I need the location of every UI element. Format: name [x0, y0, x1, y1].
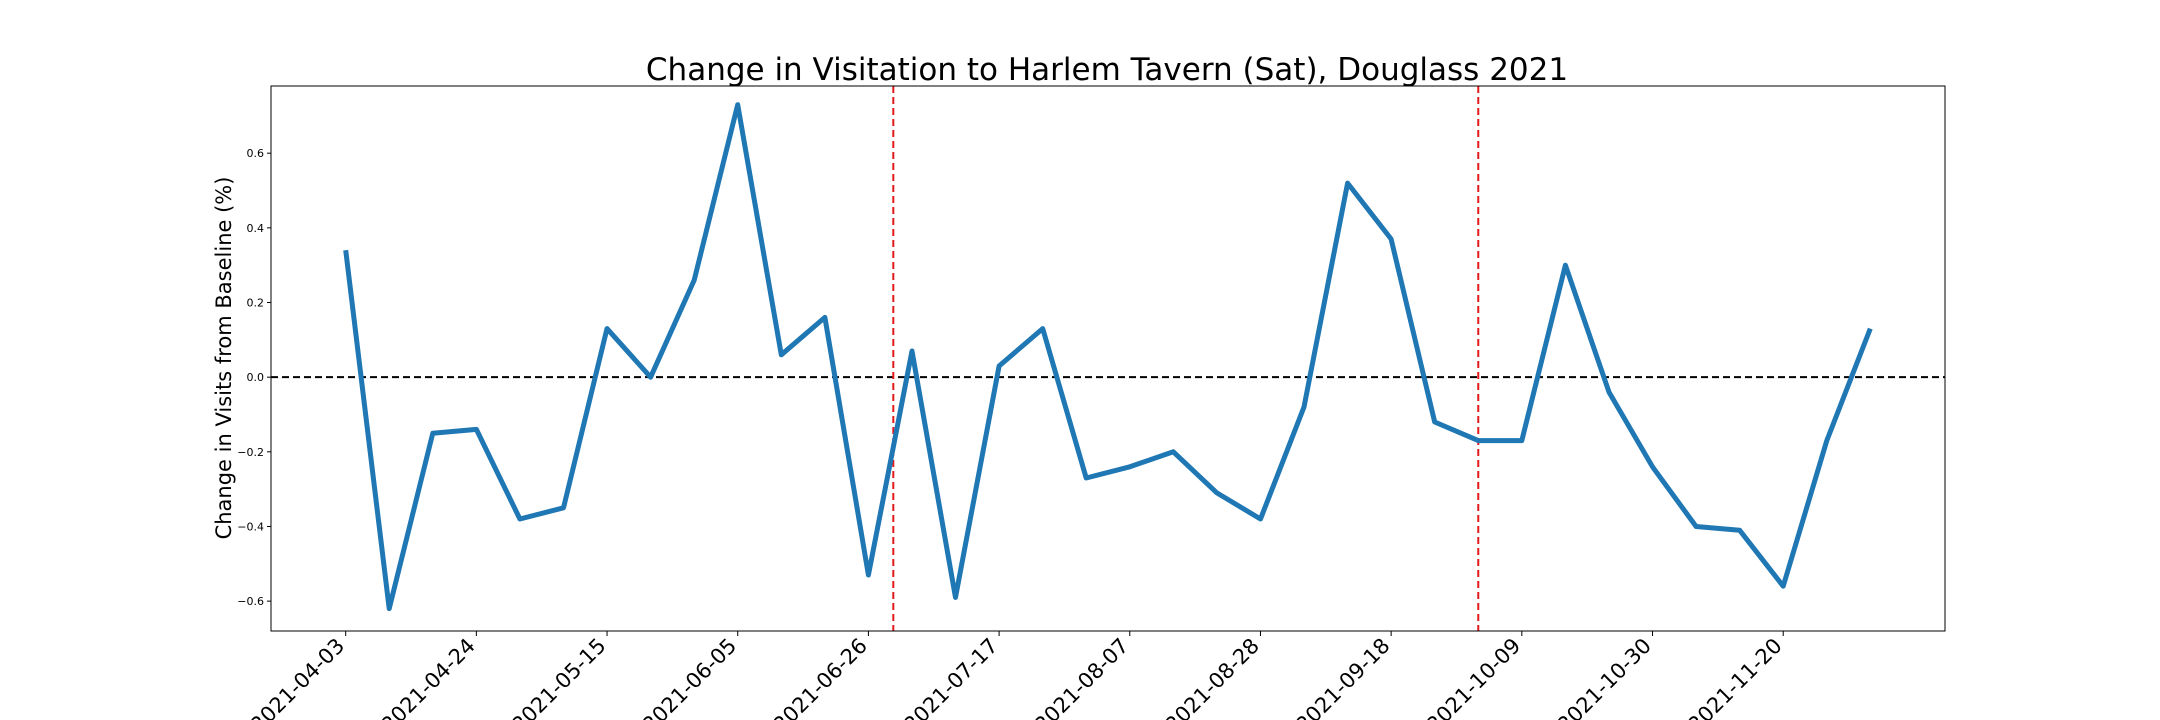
- x-tick-label: 2021-07-17: [899, 634, 1002, 720]
- y-tick-label: 0.6: [247, 147, 265, 160]
- x-tick-label: 2021-08-28: [1161, 634, 1264, 720]
- y-axis-label: Change in Visits from Baseline (%): [212, 177, 236, 540]
- x-tick-label: 2021-08-07: [1030, 634, 1133, 720]
- plot-frame: [270, 85, 1946, 632]
- x-tick-label: 2021-04-03: [246, 634, 349, 720]
- x-tick-label: 2021-10-09: [1422, 634, 1525, 720]
- y-tick-label: 0.0: [247, 371, 265, 384]
- x-tick-label: 2021-11-20: [1683, 634, 1786, 720]
- series-line: [343, 102, 1873, 612]
- x-axis: 2021-04-03 2021-04-24 2021-05-15 2021-06-05…: [246, 631, 1787, 720]
- y-tick-label: 0.4: [247, 222, 265, 235]
- x-tick-label: 2021-04-24: [377, 634, 480, 720]
- y-tick-label: −0.4: [237, 520, 264, 533]
- x-tick-label: 2021-09-18: [1291, 634, 1394, 720]
- y-tick-label: −0.6: [237, 595, 264, 608]
- y-axis: −0.6 −0.4 −0.2 0.0 0.2 0.4 0.6: [237, 147, 271, 608]
- chart-title: Change in Visitation to Harlem Tavern (S…: [646, 52, 1568, 88]
- x-tick-label: 2021-10-30: [1553, 634, 1656, 720]
- y-tick-label: 0.2: [247, 297, 265, 310]
- y-tick-label: −0.2: [237, 446, 264, 459]
- x-tick-label: 2021-06-26: [769, 634, 872, 720]
- plot-area: [271, 86, 1945, 631]
- x-tick-label: 2021-05-15: [507, 634, 610, 720]
- x-tick-label: 2021-06-05: [638, 634, 741, 720]
